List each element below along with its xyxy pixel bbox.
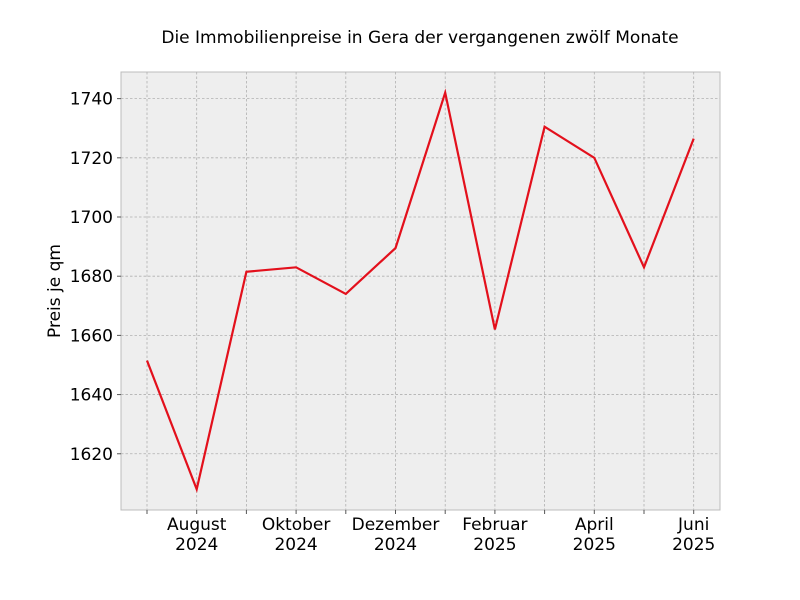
x-tick-label: Dezember [352, 515, 440, 535]
x-tick-label: April [575, 515, 614, 535]
y-tick-label: 1720 [70, 149, 113, 169]
x-tick-label: August [167, 515, 227, 535]
x-tick-label: 2024 [175, 535, 218, 555]
x-tick-label: 2025 [672, 535, 715, 555]
series-layer [145, 88, 695, 494]
x-tick-label: 2024 [374, 535, 417, 555]
chart-title: Die Immobilienpreise in Gera der vergang… [161, 28, 678, 48]
x-tick-label: Februar [462, 515, 527, 535]
x-tick-label: 2025 [573, 535, 616, 555]
series-line [145, 88, 695, 494]
y-tick-label: 1740 [70, 90, 113, 110]
y-tick-label: 1620 [70, 445, 113, 465]
y-tick-label: 1700 [70, 208, 113, 228]
grid-lines [121, 72, 720, 510]
y-tick-label: 1640 [70, 386, 113, 406]
plot-area [120, 71, 721, 511]
axis-ticks: 1620164016601680170017201740August2024Ok… [70, 90, 716, 555]
x-tick-label: 2025 [473, 535, 516, 555]
x-tick-label: Oktober [262, 515, 331, 535]
x-tick-label: 2024 [274, 535, 317, 555]
y-tick-label: 1660 [70, 326, 113, 346]
y-axis-label: Preis je qm [45, 244, 65, 338]
x-tick-label: Juni [677, 515, 709, 535]
y-tick-label: 1680 [70, 267, 113, 287]
